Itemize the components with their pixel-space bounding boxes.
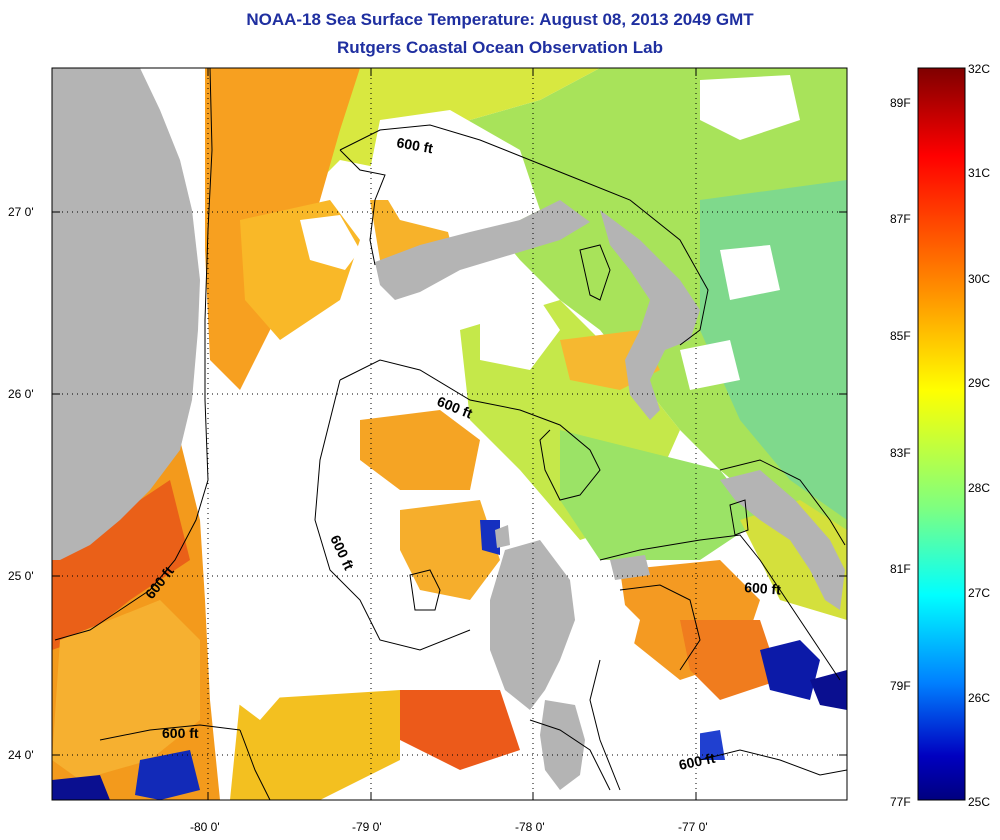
colorbar-fahrenheit-label: 89F: [890, 96, 911, 110]
colorbar-fahrenheit-label: 77F: [890, 795, 911, 809]
contour-label: 600 ft: [395, 134, 434, 156]
map-title: NOAA-18 Sea Surface Temperature: August …: [246, 10, 754, 29]
colorbar-fahrenheit-label: 87F: [890, 212, 911, 226]
isobath-600ft: [54, 68, 847, 800]
colorbar-celsius-label: 32C: [968, 62, 991, 76]
contour-label: 600 ft: [744, 579, 782, 598]
lon-tick-label: -78 0': [515, 820, 545, 834]
colorbar-celsius-label: 27C: [968, 586, 991, 600]
colorbar-fahrenheit-label: 79F: [890, 679, 911, 693]
colorbar-celsius-label: 28C: [968, 481, 991, 495]
lat-tick-label: 24 0': [8, 748, 34, 762]
map-frame: [51, 67, 848, 801]
colorbar-celsius-label: 31C: [968, 166, 991, 180]
colorbar-fahrenheit-label: 85F: [890, 329, 911, 343]
contour-label: 600 ft: [677, 750, 716, 773]
lon-tick-label: -79 0': [352, 820, 382, 834]
colorbar-celsius-label: 29C: [968, 376, 991, 390]
lon-tick-label: -80 0': [190, 820, 220, 834]
colorbar: [917, 67, 966, 801]
lon-tick-label: -77 0': [678, 820, 708, 834]
lat-tick-label: 25 0': [8, 569, 34, 583]
colorbar-celsius-label: 25C: [968, 795, 991, 809]
map-subtitle: Rutgers Coastal Ocean Observation Lab: [337, 38, 663, 57]
colorbar-celsius-label: 26C: [968, 691, 991, 705]
colorbar-celsius-label: 30C: [968, 272, 991, 286]
land-mask: [52, 68, 845, 790]
lat-tick-label: 27 0': [8, 205, 34, 219]
contour-label: 600 ft: [162, 725, 199, 741]
graticule: [52, 68, 847, 800]
colorbar-fahrenheit-label: 83F: [890, 446, 911, 460]
axis-ticks: [52, 68, 847, 800]
lat-tick-label: 26 0': [8, 387, 34, 401]
colorbar-fahrenheit-label: 81F: [890, 562, 911, 576]
sst-field: [52, 68, 847, 800]
